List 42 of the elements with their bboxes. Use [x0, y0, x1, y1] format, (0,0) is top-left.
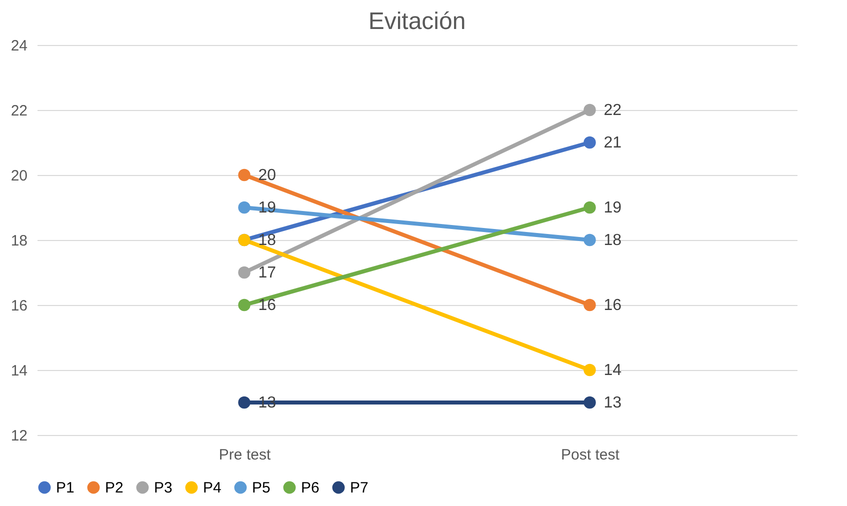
y-tick-label: 18 — [10, 232, 28, 250]
point — [238, 168, 250, 182]
data-label: 21 — [604, 134, 622, 152]
legend-label: P2 — [105, 480, 124, 497]
data-label: 14 — [604, 362, 622, 379]
data-label: 16 — [258, 297, 276, 314]
data-label: 17 — [258, 264, 276, 282]
legend-label: P3 — [154, 480, 172, 497]
legend-label: P1 — [56, 480, 74, 497]
point — [584, 298, 596, 312]
point — [584, 364, 596, 376]
data-label: 16 — [604, 297, 622, 314]
data-label: 20 — [258, 167, 276, 184]
legend-label: P6 — [301, 480, 320, 497]
x-tick-label: Pre test — [218, 446, 272, 464]
point — [238, 298, 250, 312]
legend-label: P4 — [203, 480, 222, 497]
data-label: 19 — [258, 200, 276, 216]
point — [238, 266, 250, 279]
y-tick-label: 24 — [10, 38, 28, 54]
data-label: 22 — [604, 102, 622, 119]
y-tick-label: 22 — [10, 102, 28, 120]
point — [584, 201, 596, 214]
data-label: 19 — [604, 200, 622, 216]
point — [584, 396, 596, 409]
data-label: 13 — [258, 394, 276, 412]
legend-label: P5 — [252, 480, 270, 497]
data-label: 13 — [604, 394, 622, 412]
y-tick-label: 20 — [10, 168, 28, 184]
point — [238, 396, 250, 409]
y-tick-label: 14 — [10, 362, 28, 380]
x-tick-label: Post test — [561, 446, 620, 464]
data-label: 18 — [604, 232, 622, 249]
point — [584, 136, 596, 149]
point — [238, 201, 250, 214]
point — [584, 104, 596, 116]
point — [584, 234, 596, 246]
legend-label: P7 — [350, 480, 368, 497]
y-tick-label: 12 — [10, 428, 28, 444]
chart-title: Evitación — [368, 8, 466, 35]
y-tick-label: 16 — [10, 298, 28, 314]
data-label: 18 — [258, 232, 276, 249]
